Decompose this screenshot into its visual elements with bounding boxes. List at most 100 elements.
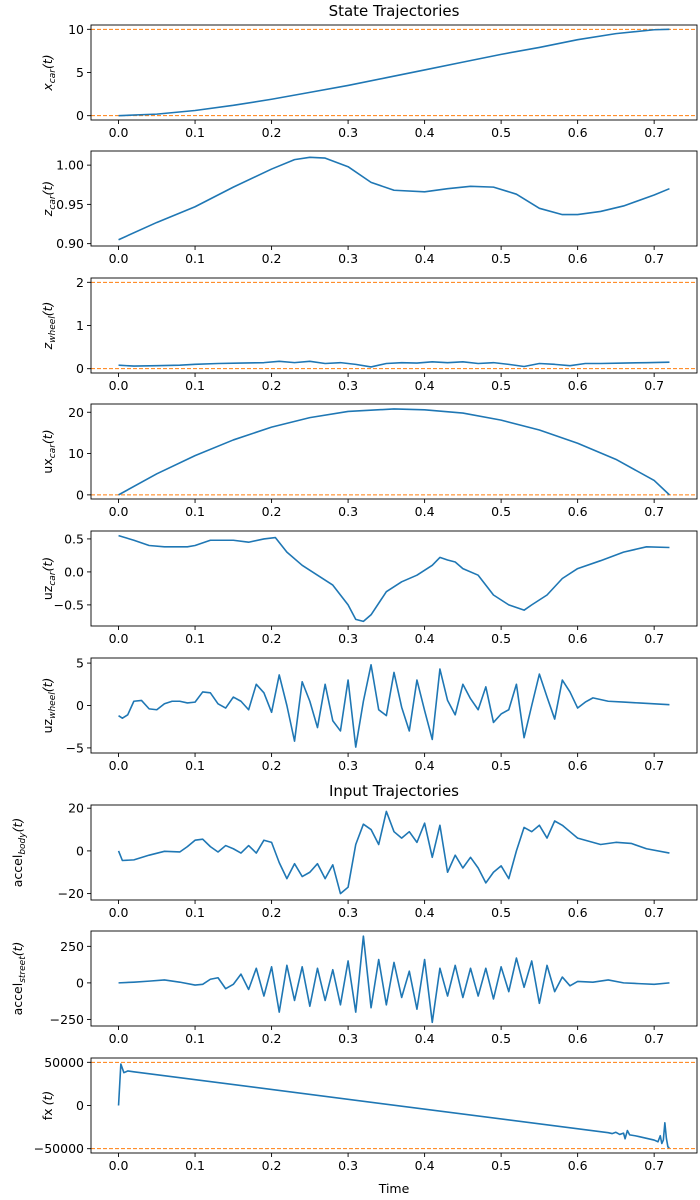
y-tick-label: 1 (76, 318, 84, 333)
x-tick-label: 0.6 (568, 378, 588, 393)
y-axis-label: xcar(t) (40, 54, 58, 91)
x-tick-label: 0.0 (109, 504, 129, 519)
x-tick-label: 0.2 (262, 1031, 282, 1046)
series-line (118, 28, 670, 117)
series-line (118, 156, 670, 241)
subplot-5: 0.0 0.1 0.2 0.3 0.4 0.5 0.6 0.7 −0.5 0.0 0.5 uzcar(… (40, 530, 698, 646)
x-tick-label: 0.4 (415, 1031, 435, 1046)
axes-frame (90, 277, 698, 374)
y-axis-label: accelstreet(t) (10, 942, 28, 1016)
y-axis-label: zwheel(t) (40, 302, 58, 351)
subplot-6: 0.0 0.1 0.2 0.3 0.4 0.5 0.6 0.7 −5 0 5 uzwheel(t) (40, 656, 698, 773)
x-tick-label: 0.4 (415, 125, 435, 140)
y-tick-label: 0 (76, 487, 84, 502)
x-axis-label: Time (378, 1181, 410, 1196)
x-tick-label: 0.2 (262, 378, 282, 393)
y-tick-label: 20 (68, 405, 84, 420)
x-tick-label: 0.5 (491, 631, 511, 646)
y-axis-label: uzcar(t) (40, 557, 58, 600)
x-tick-label: 0.1 (185, 504, 205, 519)
x-tick-label: 0.6 (568, 251, 588, 266)
x-tick-label: 0.7 (644, 378, 664, 393)
x-tick-label: 0.3 (338, 378, 358, 393)
x-tick-label: 0.3 (338, 125, 358, 140)
series-line (118, 663, 670, 748)
x-tick-label: 0.5 (491, 905, 511, 920)
axes-frame (90, 930, 698, 1027)
x-tick-label: 0.3 (338, 1158, 358, 1173)
x-tick-label: 0.4 (415, 251, 435, 266)
y-tick-label: −20 (58, 886, 84, 901)
y-tick-label: 20 (68, 801, 84, 816)
x-tick-label: 0.4 (415, 631, 435, 646)
x-tick-label: 0.0 (109, 125, 129, 140)
x-tick-label: 0.6 (568, 905, 588, 920)
y-tick-label: 0.0 (64, 564, 84, 579)
axes-frame (90, 530, 698, 627)
x-tick-label: 0.4 (415, 1158, 435, 1173)
x-tick-label: 0.0 (109, 1031, 129, 1046)
x-tick-label: 0.3 (338, 251, 358, 266)
x-tick-label: 0.0 (109, 905, 129, 920)
y-tick-label: 0 (76, 108, 84, 123)
y-tick-label: 0 (76, 975, 84, 990)
x-tick-label: 0.7 (644, 905, 664, 920)
x-tick-label: 0.3 (338, 905, 358, 920)
y-tick-label: 0.5 (64, 531, 84, 546)
x-tick-label: 0.2 (262, 758, 282, 773)
y-tick-label: −5 (66, 740, 84, 755)
axes-frame (90, 804, 698, 901)
x-tick-label: 0.1 (185, 125, 205, 140)
x-tick-label: 0.4 (415, 504, 435, 519)
y-tick-label: 2 (76, 275, 84, 290)
x-tick-label: 0.3 (338, 631, 358, 646)
x-tick-label: 0.7 (644, 631, 664, 646)
series-line (117, 810, 670, 895)
x-tick-label: 0.5 (491, 758, 511, 773)
x-tick-label: 0.2 (262, 125, 282, 140)
series-line (118, 360, 670, 368)
axes-frame (90, 150, 698, 247)
x-tick-label: 0.0 (109, 758, 129, 773)
x-tick-label: 0.7 (644, 125, 664, 140)
subplot-1: 0.0 0.1 0.2 0.3 0.4 0.5 0.6 0.7 0 5 10 xcar(t) State… (40, 2, 698, 140)
x-tick-label: 0.5 (491, 125, 511, 140)
x-tick-label: 0.7 (644, 758, 664, 773)
y-tick-label: 0.95 (56, 197, 84, 212)
x-tick-label: 0.0 (109, 1158, 129, 1173)
y-tick-label: 0 (76, 1098, 84, 1113)
x-tick-label: 0.5 (491, 1031, 511, 1046)
x-tick-label: 0.1 (185, 905, 205, 920)
y-tick-label: 5 (76, 65, 84, 80)
axes-frame (90, 403, 698, 500)
x-tick-label: 0.2 (262, 504, 282, 519)
y-tick-label: 1.00 (56, 158, 84, 173)
x-tick-label: 0.5 (491, 251, 511, 266)
y-tick-label: 5 (76, 656, 84, 671)
x-tick-label: 0.6 (568, 631, 588, 646)
x-tick-label: 0.1 (185, 758, 205, 773)
x-tick-label: 0.2 (262, 905, 282, 920)
x-tick-label: 0.1 (185, 1031, 205, 1046)
y-tick-label: −250 (50, 1012, 84, 1027)
x-tick-label: 0.6 (568, 504, 588, 519)
x-tick-label: 0.1 (185, 378, 205, 393)
x-tick-label: 0.4 (415, 905, 435, 920)
chart-title: Input Trajectories (329, 782, 459, 800)
series-line (118, 534, 670, 623)
series-line (118, 935, 670, 1024)
y-axis-label: zcar(t) (40, 181, 58, 217)
x-tick-label: 0.1 (185, 1158, 205, 1173)
x-tick-label: 0.0 (109, 251, 129, 266)
chart-title: State Trajectories (329, 2, 460, 20)
x-tick-label: 0.0 (109, 378, 129, 393)
subplot-7: 0.0 0.1 0.2 0.3 0.4 0.5 0.6 0.7 −20 0 20 accelbody(… (10, 782, 698, 920)
y-axis-label: fx(t) (40, 1091, 55, 1120)
y-tick-label: 0 (76, 698, 84, 713)
x-tick-label: 0.6 (568, 758, 588, 773)
x-tick-label: 0.6 (568, 1158, 588, 1173)
x-tick-label: 0.6 (568, 1031, 588, 1046)
x-tick-label: 0.4 (415, 378, 435, 393)
y-axis-label: uzwheel(t) (40, 678, 58, 734)
x-tick-label: 0.3 (338, 504, 358, 519)
